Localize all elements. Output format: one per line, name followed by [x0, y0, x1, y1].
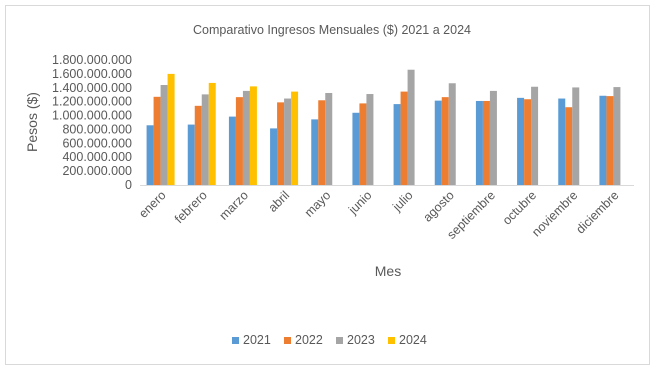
y-tick-label: 1.800.000.000: [52, 53, 132, 67]
legend-swatch-2024: [388, 337, 395, 344]
legend-swatch-2021: [232, 337, 239, 344]
x-tick-label: mayo: [302, 188, 334, 220]
y-tick-label: 0: [125, 178, 132, 192]
bar-2021-julio: [393, 104, 401, 185]
x-tick-label: julio: [389, 188, 415, 214]
bar-2022-julio: [400, 91, 408, 185]
bar-2021-mayo: [311, 119, 319, 186]
legend-label: 2022: [295, 333, 323, 347]
bar-2023-junio: [366, 94, 374, 185]
y-tick-label: 1.000.000.000: [52, 109, 132, 123]
bar-2024-febrero: [208, 82, 216, 185]
bar-2023-abril: [284, 98, 292, 185]
bar-2021-noviembre: [558, 98, 566, 185]
bar-2023-julio: [407, 69, 415, 185]
legend-swatch-2022: [284, 337, 291, 344]
chart-title: Comparativo Ingresos Mensuales ($) 2021 …: [193, 23, 471, 37]
legend-label: 2021: [243, 333, 271, 347]
legend-label: 2023: [347, 333, 375, 347]
x-tick-label: marzo: [217, 188, 251, 222]
y-tick-label: 800.000.000: [62, 122, 132, 136]
x-tick-label: febrero: [172, 188, 210, 226]
y-tick-label: 400.000.000: [62, 150, 132, 164]
bar-2022-abril: [277, 102, 285, 185]
y-axis-ticks: 0200.000.000400.000.000600.000.000800.00…: [52, 53, 132, 192]
bar-2021-marzo: [228, 116, 236, 185]
y-tick-label: 1.600.000.000: [52, 67, 132, 81]
bar-2021-diciembre: [599, 95, 607, 185]
bar-2023-agosto: [448, 83, 456, 185]
bar-2024-abril: [291, 91, 299, 185]
bar-2023-mayo: [325, 92, 333, 185]
y-axis-label: Pesos ($): [24, 92, 40, 152]
bar-2023-noviembre: [572, 87, 580, 185]
x-tick-label: enero: [136, 188, 169, 221]
bar-2021-septiembre: [475, 100, 483, 185]
bar-2022-agosto: [441, 97, 449, 185]
x-tick-label: agosto: [420, 188, 456, 224]
y-tick-label: 200.000.000: [62, 164, 132, 178]
bar-2022-diciembre: [606, 96, 614, 185]
bars: [146, 69, 621, 186]
bar-2023-octubre: [531, 86, 539, 185]
x-tick-label: junio: [345, 188, 374, 217]
x-axis-label: Mes: [375, 263, 401, 279]
y-tick-label: 1.400.000.000: [52, 81, 132, 95]
bar-2022-marzo: [235, 97, 243, 185]
bar-2023-diciembre: [613, 87, 621, 185]
bar-2022-febrero: [194, 105, 202, 185]
bar-2021-octubre: [517, 97, 525, 185]
bar-2023-septiembre: [489, 90, 497, 185]
bar-2022-junio: [359, 103, 367, 185]
bar-2021-abril: [270, 128, 278, 185]
bar-2023-febrero: [201, 94, 209, 186]
x-tick-label: octubre: [500, 188, 539, 227]
bar-2021-enero: [146, 125, 154, 185]
bar-2022-enero: [153, 96, 161, 185]
bar-2022-noviembre: [565, 107, 573, 185]
bar-2024-enero: [167, 73, 175, 185]
bar-2022-mayo: [318, 100, 326, 185]
bar-2021-agosto: [434, 100, 442, 186]
x-tick-label: diciembre: [573, 188, 621, 236]
bar-2022-septiembre: [482, 100, 490, 185]
legend: 2021 2022 2023 2024: [232, 333, 427, 347]
y-tick-label: 1.200.000.000: [52, 95, 132, 109]
bar-2024-marzo: [249, 86, 257, 185]
legend-swatch-2023: [336, 337, 343, 344]
bar-2021-febrero: [187, 124, 195, 185]
x-axis-categories: enero febrero marzo abril mayo junio julio agos…: [136, 188, 621, 242]
bar-2022-octubre: [524, 99, 532, 185]
x-tick-label: abril: [266, 188, 293, 215]
bar-2021-junio: [352, 112, 360, 185]
legend-label: 2024: [399, 333, 427, 347]
y-tick-label: 600.000.000: [62, 136, 132, 150]
bar-2023-marzo: [242, 90, 250, 185]
bar-2023-enero: [160, 85, 168, 185]
